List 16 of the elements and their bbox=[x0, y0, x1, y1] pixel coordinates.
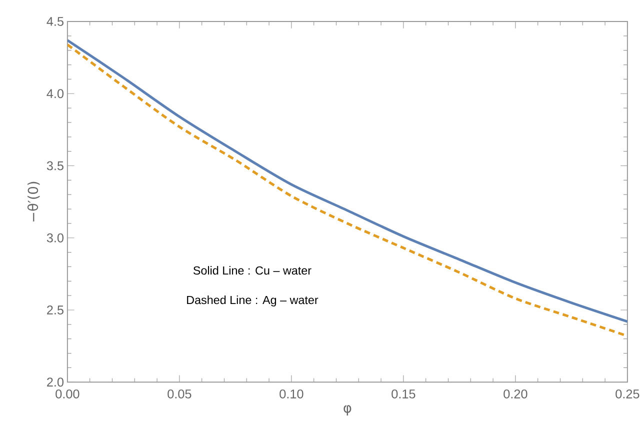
x-tick-label: 0.20 bbox=[504, 390, 528, 399]
y-tick-label: 2.5 bbox=[47, 306, 64, 315]
y-tick-label: 2.0 bbox=[47, 378, 64, 387]
y-tick-label: 4.0 bbox=[46, 89, 64, 98]
x-tick-label: 0.10 bbox=[280, 390, 304, 399]
annotation: Solid Line : Cu – water bbox=[193, 266, 312, 275]
y-tick-label: 3.0 bbox=[46, 233, 64, 242]
annotation: Dashed Line : Ag – water bbox=[187, 296, 318, 307]
x-tick-label: 0.15 bbox=[392, 390, 416, 399]
x-tick-label: 0.05 bbox=[168, 390, 192, 399]
x-axis-title: φ bbox=[344, 405, 352, 416]
y-axis-title: −θ′(0) bbox=[27, 182, 40, 222]
x-tick-label: 0.00 bbox=[56, 390, 80, 399]
x-tick-label: 0.25 bbox=[616, 390, 640, 399]
y-tick-label: 4.5 bbox=[46, 17, 64, 26]
y-tick-label: 3.5 bbox=[46, 161, 64, 170]
